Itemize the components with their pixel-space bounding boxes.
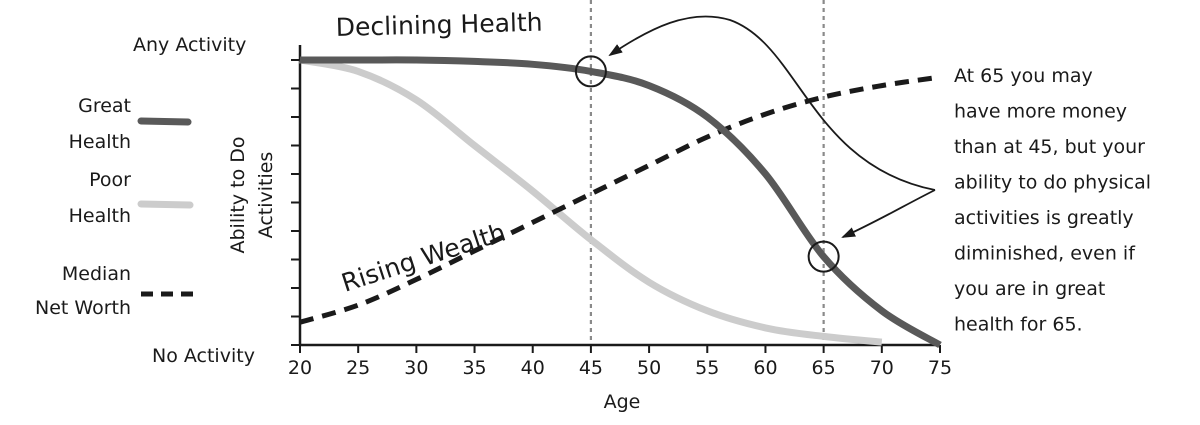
- x-tick-label: 40: [521, 357, 545, 379]
- legend-swatch-great-health: [137, 117, 192, 126]
- annotation-arrows: [608, 15, 936, 238]
- x-tick-label: 55: [695, 357, 719, 379]
- x-tick-label: 30: [404, 357, 428, 379]
- legend-poor-health-line-1: Poor: [89, 169, 131, 191]
- annotation-line: you are in great: [954, 278, 1105, 300]
- legend: Great Health Poor Health Median Net Wort…: [35, 95, 194, 319]
- annotation-line: activities is greatly: [954, 207, 1134, 229]
- x-tick-label: 25: [346, 357, 370, 379]
- annotation-line: ability to do physical: [954, 172, 1151, 194]
- y-axis-label: Ability to Do Activities: [227, 137, 277, 254]
- declining-health-label: Declining Health: [335, 8, 543, 42]
- x-tick-label: 75: [928, 357, 952, 379]
- x-axis-label: Age: [604, 391, 641, 413]
- series-poor-health: [299, 56, 883, 346]
- rising-wealth-label: Rising Wealth: [338, 217, 509, 297]
- legend-net-worth-line-2: Net Worth: [35, 297, 131, 319]
- highlight-circle: [574, 55, 607, 88]
- axes: 20 25 30 35 40 45 50 55 60 65 70 75: [288, 45, 952, 379]
- y-axis-ticks: [291, 59, 300, 346]
- annotation-paragraph: At 65 you may have more money than at 45, …: [954, 65, 1151, 336]
- y-axis-label-line-2: Activities: [255, 152, 277, 239]
- y-axis-label-line-1: Ability to Do: [227, 137, 249, 254]
- annotation-line: than at 45, but your: [954, 136, 1145, 158]
- x-tick-label: 65: [812, 357, 836, 379]
- x-tick-label: 70: [870, 357, 894, 379]
- annotation-line: have more money: [954, 101, 1127, 123]
- legend-great-health-line-1: Great: [78, 95, 131, 117]
- highlight-circle: [807, 240, 840, 273]
- series-group: [299, 56, 942, 349]
- x-tick-label: 45: [579, 357, 603, 379]
- x-tick-label: 60: [753, 357, 777, 379]
- y-bottom-label: No Activity: [152, 345, 255, 367]
- legend-poor-health-line-2: Health: [69, 205, 131, 227]
- legend-swatch-poor-health: [137, 200, 194, 209]
- legend-great-health-line-2: Health: [69, 131, 131, 153]
- arrow-to-65: [841, 189, 936, 238]
- x-axis-ticks: 20 25 30 35 40 45 50 55 60 65 70 75: [288, 345, 952, 379]
- highlight-points: [574, 55, 840, 273]
- annotation-line: health for 65.: [954, 314, 1083, 336]
- reference-lines: [589, 0, 825, 345]
- x-tick-label: 20: [288, 357, 312, 379]
- annotation-line: At 65 you may: [954, 65, 1093, 87]
- x-tick-label: 50: [637, 357, 661, 379]
- series-great-health: [300, 56, 942, 349]
- x-tick-label: 35: [462, 357, 486, 379]
- y-top-label: Any Activity: [133, 34, 246, 56]
- arrow-to-45: [608, 15, 936, 191]
- annotation-line: diminished, even if: [954, 243, 1136, 265]
- legend-net-worth-line-1: Median: [62, 263, 131, 285]
- series-median-net-worth: [299, 74, 941, 325]
